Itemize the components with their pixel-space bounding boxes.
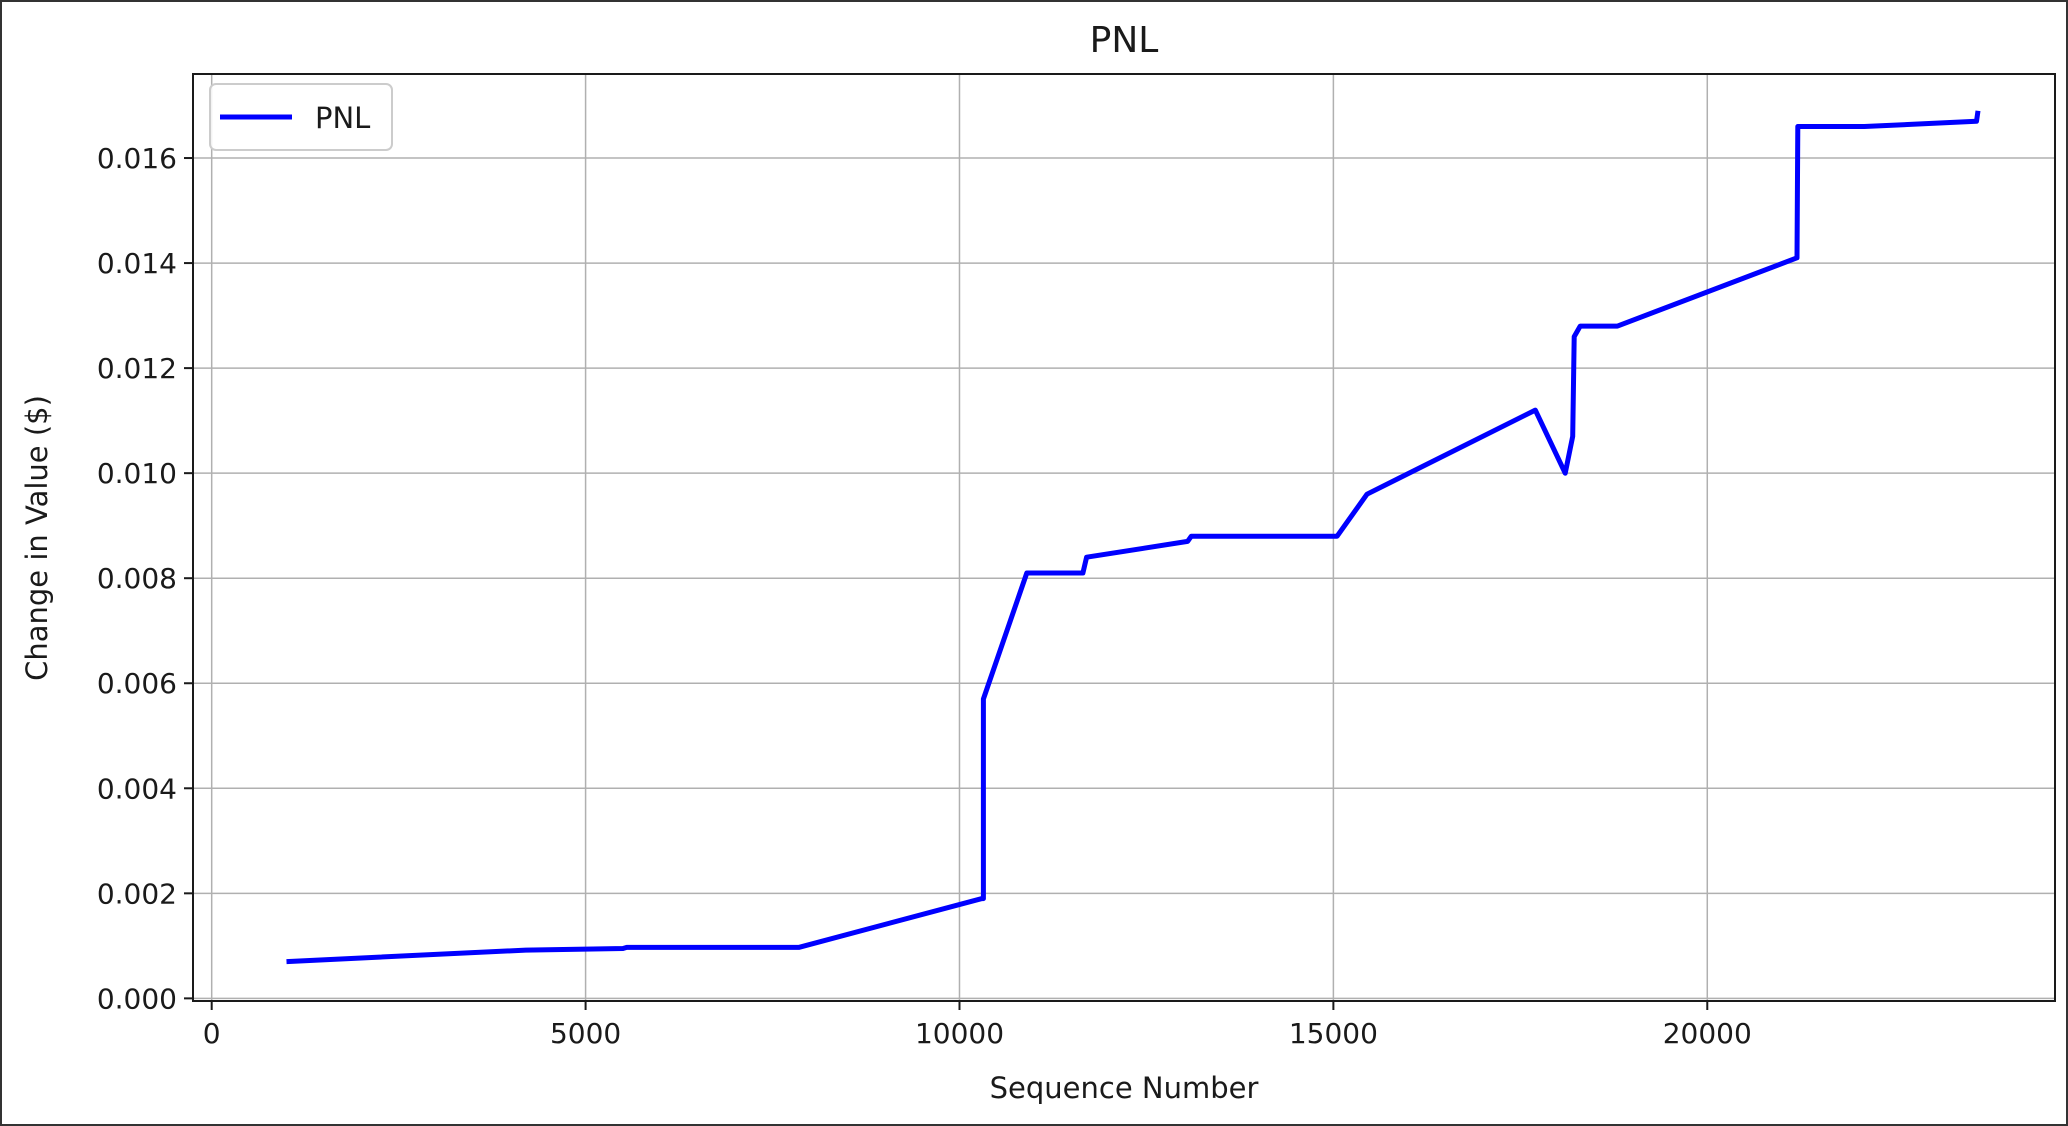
y-tick-label: 0.016 <box>97 142 177 175</box>
plot-area <box>192 73 2056 1002</box>
y-tick-label: 0.012 <box>97 352 177 385</box>
chart-title: PNL <box>1090 20 1159 61</box>
y-tick-label: 0.006 <box>97 667 177 700</box>
y-axis-label: Change in Value ($) <box>20 395 54 681</box>
x-axis-label: Sequence Number <box>990 1071 1259 1105</box>
y-tick-label: 0.010 <box>97 457 177 490</box>
y-tick-label: 0.002 <box>97 877 177 910</box>
x-tick-label: 20000 <box>1663 1017 1752 1050</box>
x-tick-label: 5000 <box>550 1017 621 1050</box>
y-axis: 0.000 0.002 0.004 0.006 0.008 0.010 0.012 0.014… <box>97 142 193 1015</box>
x-tick-label: 0 <box>203 1017 221 1050</box>
grid <box>193 74 2055 1001</box>
series-layer <box>286 110 1981 965</box>
x-axis: 0 5000 10000 15000 20000 <box>203 1001 1752 1050</box>
y-tick-label: 0.000 <box>97 982 177 1015</box>
y-tick-label: 0.008 <box>97 562 177 595</box>
series-line-pnl <box>286 110 1981 965</box>
legend-entry-label: PNL <box>315 101 370 135</box>
y-tick-label: 0.004 <box>97 772 177 805</box>
legend: PNL <box>209 83 393 151</box>
legend-box <box>209 83 393 151</box>
x-tick-label: 10000 <box>915 1017 1004 1050</box>
x-tick-label: 15000 <box>1289 1017 1378 1050</box>
y-tick-label: 0.014 <box>97 247 177 280</box>
